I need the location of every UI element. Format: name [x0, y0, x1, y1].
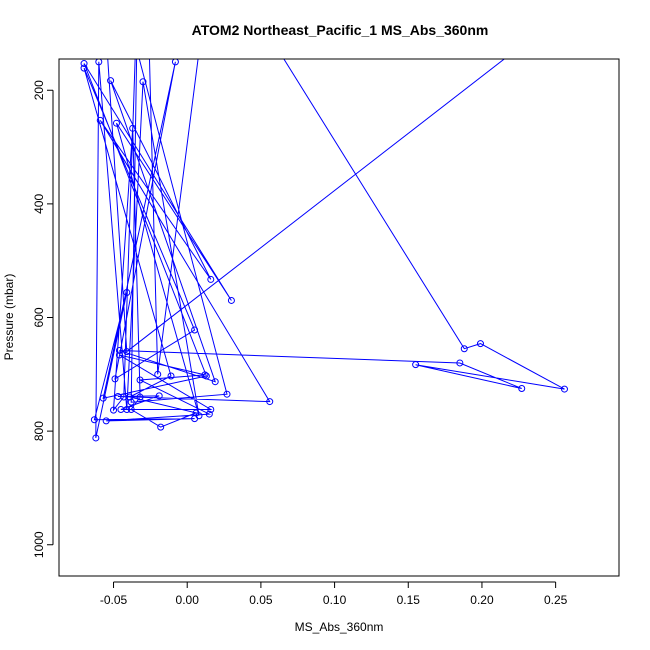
x-tick-label: 0.00 [176, 593, 200, 607]
data-point [460, 345, 468, 353]
x-tick-label: 0.10 [323, 593, 347, 607]
data-point [167, 372, 175, 380]
data-point [192, 409, 200, 417]
data-point [115, 351, 123, 359]
data-point [107, 77, 115, 85]
data-point [123, 348, 131, 356]
data-point [115, 346, 123, 354]
data-point [127, 398, 135, 406]
data-point [123, 406, 131, 414]
y-tick-label: 800 [32, 421, 46, 441]
data-point [202, 372, 210, 380]
data-point [171, 59, 179, 66]
data-point [139, 78, 147, 86]
data-point [136, 376, 144, 384]
x-tick-label: 0.20 [470, 593, 494, 607]
data-point [154, 370, 162, 378]
y-tick-label: 600 [32, 307, 46, 327]
y-tick-label: 1000 [32, 531, 46, 558]
data-point [223, 390, 231, 398]
data-point [95, 59, 103, 66]
data-point [92, 434, 100, 442]
series-line [83, 59, 565, 439]
data-point [96, 116, 104, 124]
data-point [560, 385, 568, 393]
data-point [99, 394, 107, 402]
y-tick-label: 200 [32, 80, 46, 100]
data-point [80, 64, 88, 72]
data-point [201, 371, 209, 379]
plot-frame [58, 58, 620, 577]
x-axis: -0.05 0.00 0.05 0.10 0.15 0.20 0.25 [100, 581, 568, 607]
data-point [456, 359, 464, 367]
x-tick-label: -0.05 [100, 593, 128, 607]
data-point [207, 275, 215, 283]
data-point [129, 124, 137, 132]
y-tick-label: 400 [32, 194, 46, 214]
data-point [412, 361, 420, 369]
x-tick-label: 0.15 [397, 593, 421, 607]
data-point [90, 416, 98, 424]
plot-area [80, 59, 568, 442]
data-point [120, 393, 128, 401]
data-point [123, 289, 131, 297]
data-point [136, 393, 144, 401]
data-point [111, 375, 119, 383]
data-point [127, 406, 135, 414]
x-tick-label: 0.05 [249, 593, 273, 607]
chart-title: ATOM2 Northeast_Pacific_1 MS_Abs_360nm [192, 22, 489, 38]
data-point [518, 385, 526, 393]
data-point [227, 296, 235, 304]
series-markers [80, 59, 568, 442]
data-point [112, 119, 120, 127]
data-point [476, 340, 484, 348]
data-point [80, 60, 88, 68]
data-point [205, 410, 213, 418]
y-axis-label: Pressure (mbar) [2, 274, 16, 361]
data-point [266, 398, 274, 406]
data-point [110, 406, 118, 414]
y-axis: 200 400 600 800 1000 [32, 80, 54, 558]
x-tick-label: 0.25 [544, 593, 568, 607]
data-point [211, 378, 219, 386]
data-point [191, 326, 199, 334]
data-point [207, 406, 215, 414]
data-point [155, 392, 163, 400]
data-point [157, 423, 165, 431]
data-point [102, 417, 110, 425]
x-axis-label: MS_Abs_360nm [295, 620, 384, 634]
